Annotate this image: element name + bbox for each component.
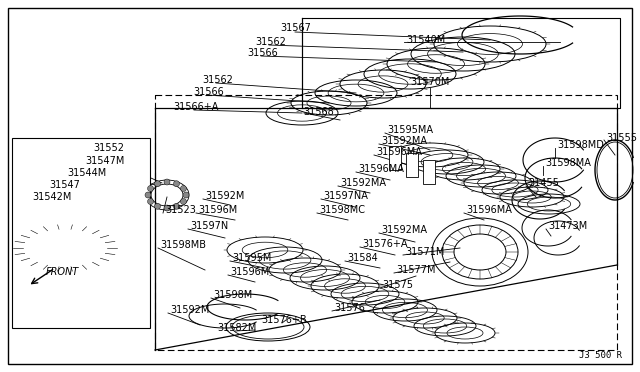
Circle shape [173,203,179,209]
Text: 31576+A: 31576+A [362,239,408,249]
Circle shape [180,186,186,192]
Text: 31598MC: 31598MC [319,205,365,215]
Circle shape [148,186,154,192]
Text: 31547M: 31547M [85,156,124,166]
Text: 31595MA: 31595MA [387,125,433,135]
Circle shape [145,192,151,198]
Text: 31592MA: 31592MA [381,136,427,146]
Text: 31547: 31547 [49,180,80,190]
Circle shape [164,205,170,211]
Text: 31597NA: 31597NA [323,191,368,201]
Text: 31592M: 31592M [170,305,209,315]
Circle shape [164,179,170,185]
Text: 31592MA: 31592MA [381,225,427,235]
Text: J3 500 R: J3 500 R [579,351,622,360]
Text: 31596MA: 31596MA [376,147,422,157]
Text: 31544M: 31544M [67,168,106,178]
Circle shape [173,181,179,187]
Text: 31566+A: 31566+A [173,102,219,112]
Text: 31596M: 31596M [230,267,269,277]
Bar [406,153,418,177]
Text: 31552: 31552 [93,143,124,153]
Text: 31455: 31455 [528,178,559,188]
Circle shape [183,192,189,198]
Text: 31577M: 31577M [396,265,435,275]
Text: 31540M: 31540M [406,35,445,45]
Text: 31592M: 31592M [205,191,244,201]
Text: 31598MD: 31598MD [557,140,604,150]
Text: 31595M: 31595M [232,253,271,263]
Text: 31473M: 31473M [548,221,588,231]
Circle shape [180,199,186,205]
Text: 31566: 31566 [194,87,225,97]
Text: 31598M: 31598M [213,290,252,300]
Text: 31523: 31523 [165,205,196,215]
Circle shape [154,181,161,187]
Text: 31555: 31555 [606,133,637,143]
Text: 31575: 31575 [382,280,413,290]
Text: 31576: 31576 [334,303,365,313]
Text: 31597N: 31597N [190,221,228,231]
Text: 31598MB: 31598MB [160,240,206,250]
Text: 31598MA: 31598MA [545,158,591,168]
Text: 31584: 31584 [347,253,378,263]
Text: 31568: 31568 [303,107,333,117]
Bar [155,95,617,350]
Circle shape [148,199,154,205]
Text: 31571M: 31571M [405,247,444,257]
Text: 31592MA: 31592MA [340,178,386,188]
Bar [12,138,150,328]
Text: 31567: 31567 [280,23,312,33]
Text: 31570M: 31570M [410,77,450,87]
Text: 31562: 31562 [203,75,234,85]
Text: 31596M: 31596M [198,205,237,215]
Text: 31596MA: 31596MA [358,164,404,174]
Text: FRONT: FRONT [45,267,79,277]
Text: 31542M: 31542M [32,192,72,202]
Text: 31562: 31562 [255,37,287,47]
Text: 31566: 31566 [248,48,278,58]
Text: 31576+B: 31576+B [261,315,307,325]
Circle shape [154,203,161,209]
Bar [389,146,401,170]
Bar [423,160,435,184]
Text: 31582M: 31582M [218,323,257,333]
Text: 31596MA: 31596MA [466,205,512,215]
